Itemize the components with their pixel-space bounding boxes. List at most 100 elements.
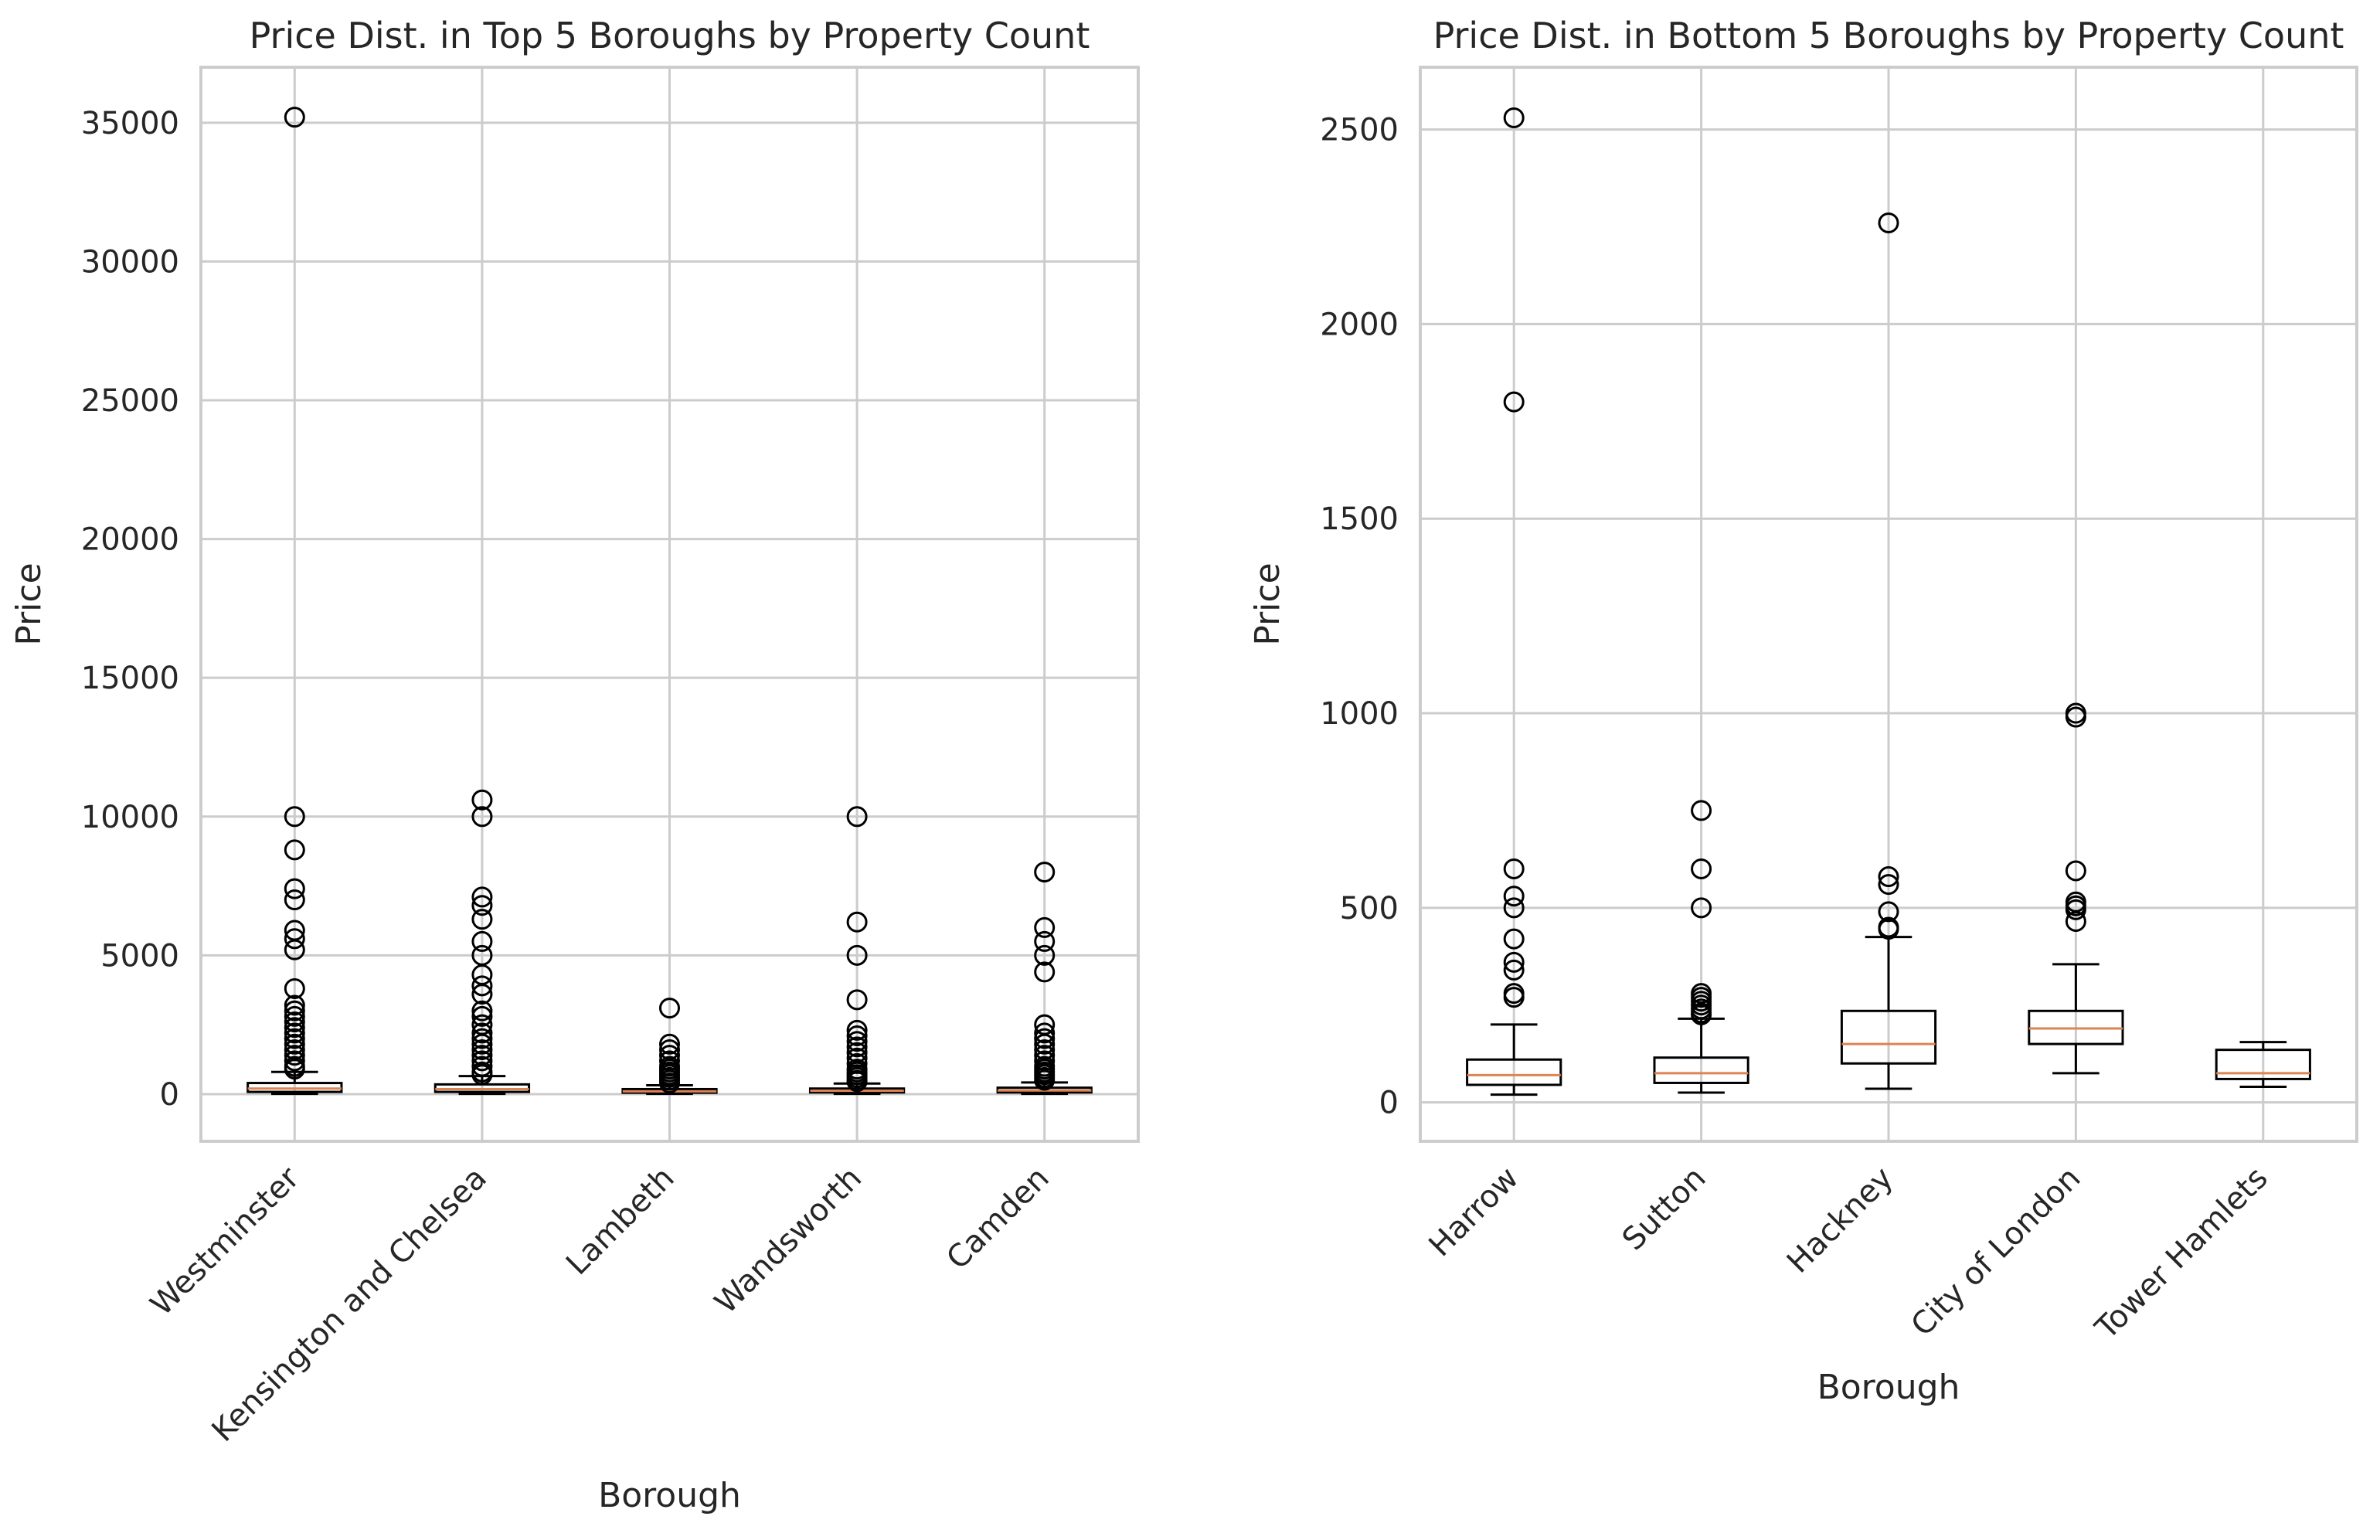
chart-title: Price Dist. in Bottom 5 Boroughs by Prop…: [1433, 15, 2344, 56]
outlier-point: [846, 1025, 868, 1047]
outlier-point: [846, 1071, 868, 1093]
outlier-point: [846, 1036, 868, 1058]
x-tick-label-city-of-london: City of London: [1905, 1161, 2088, 1344]
x-tick-label-hackney: Hackney: [1780, 1161, 1900, 1280]
x-tick-label-sutton: Sutton: [1616, 1161, 1713, 1258]
x-tick-label-westminster: Westminster: [144, 1160, 307, 1323]
x-tick-label-wandsworth: Wandsworth: [708, 1161, 869, 1321]
outlier-point: [284, 1005, 305, 1027]
outlier-point: [659, 1033, 680, 1055]
outlier-point: [284, 928, 305, 950]
outlier-point: [284, 1011, 305, 1033]
outlier-point: [1034, 862, 1056, 883]
outlier-point: [471, 1005, 493, 1027]
outlier-point: [471, 1028, 493, 1049]
outlier-point: [284, 1000, 305, 1022]
box-hackney: [1840, 212, 1937, 1090]
outlier-point: [1691, 858, 1712, 879]
box-tower-hamlets: [2215, 1041, 2311, 1088]
y-tick-label: 35000: [81, 106, 179, 141]
box-harrow: [1466, 107, 1562, 1096]
box-camden: [996, 862, 1093, 1096]
y-tick-label: 1000: [1320, 696, 1399, 732]
iqr-box: [1466, 1058, 1562, 1086]
outlier-point: [284, 889, 305, 911]
outlier-point: [284, 977, 305, 999]
chart-title: Price Dist. in Top 5 Boroughs by Propert…: [250, 15, 1090, 56]
box-sutton: [1653, 800, 1749, 1094]
outlier-point: [471, 909, 493, 930]
x-tick-label-camden: Camden: [940, 1161, 1056, 1277]
outlier-point: [471, 1000, 493, 1022]
outlier-point: [284, 878, 305, 899]
outlier-point: [1034, 1033, 1056, 1055]
y-tick-labels: 0 500 1000 1500 2000 2500: [1320, 113, 1399, 1121]
outlier-point: [1503, 951, 1525, 973]
outlier-point: [846, 806, 868, 828]
outlier-point: [284, 839, 305, 861]
outlier-point: [2065, 860, 2086, 882]
outlier-point: [846, 911, 868, 933]
box-plots: [246, 107, 1093, 1096]
iqr-box: [1653, 1056, 1749, 1084]
y-tick-label: 0: [160, 1077, 179, 1113]
outlier-point: [2065, 910, 2086, 932]
chart-panel-top-5: 0 5000 10000 15000 20000 25000 30000 35000 West…: [9, 15, 1140, 1515]
outlier-point: [846, 1031, 868, 1052]
iqr-box: [2215, 1049, 2311, 1080]
y-tick-label: 5000: [100, 938, 179, 974]
outlier-point: [471, 789, 493, 811]
outlier-point: [471, 1056, 493, 1077]
y-tick-label: 20000: [81, 522, 179, 558]
y-tick-label: 500: [1340, 891, 1399, 926]
outlier-point: [284, 994, 305, 1016]
outlier-point: [2065, 706, 2086, 728]
box-wandsworth: [808, 806, 906, 1096]
y-axis-label: Price: [1248, 563, 1287, 645]
outlier-point: [471, 1050, 493, 1072]
outlier-point: [284, 107, 305, 128]
outlier-point: [471, 1033, 493, 1055]
y-tick-label: 15000: [81, 661, 179, 696]
outlier-point: [471, 975, 493, 997]
outlier-point: [1034, 916, 1056, 938]
outlier-point: [1878, 919, 1899, 940]
y-tick-label: 2500: [1320, 113, 1399, 148]
y-tick-label: 10000: [81, 800, 179, 835]
box-kensington-and-chelsea: [434, 789, 531, 1096]
outlier-point: [1503, 897, 1525, 919]
outlier-point: [1691, 897, 1712, 919]
outlier-point: [284, 1028, 305, 1049]
outlier-point: [471, 1064, 493, 1086]
x-axis-label: Borough: [598, 1476, 741, 1515]
outlier-point: [284, 1033, 305, 1055]
x-tick-label-harrow: Harrow: [1423, 1161, 1526, 1264]
outlier-point: [284, 1059, 305, 1080]
plot-frame: [199, 66, 1140, 1143]
outlier-point: [2065, 899, 2086, 920]
outlier-point: [1034, 1028, 1056, 1049]
box-city-of-london: [2028, 702, 2124, 1075]
outlier-point: [1034, 961, 1056, 983]
x-tick-label-tower-hamlets: Tower Hamlets: [2088, 1161, 2274, 1347]
box-plots: [1466, 107, 2311, 1096]
outlier-point: [1034, 1022, 1056, 1044]
y-axis-label: Price: [9, 563, 49, 645]
plot-frame: [1419, 66, 2358, 1143]
x-tick-label-lambeth: Lambeth: [559, 1161, 682, 1283]
outlier-point: [1691, 1004, 1712, 1025]
y-tick-label: 30000: [81, 244, 179, 280]
outlier-point: [1503, 959, 1525, 981]
outlier-point: [471, 930, 493, 952]
outlier-point: [471, 886, 493, 908]
outlier-point: [659, 1073, 680, 1094]
outlier-point: [1503, 107, 1525, 128]
outlier-point: [1503, 858, 1525, 879]
outlier-point: [1878, 874, 1899, 896]
iqr-box: [1840, 1009, 1937, 1065]
outlier-point: [1034, 1069, 1056, 1091]
outlier-point: [846, 944, 868, 966]
